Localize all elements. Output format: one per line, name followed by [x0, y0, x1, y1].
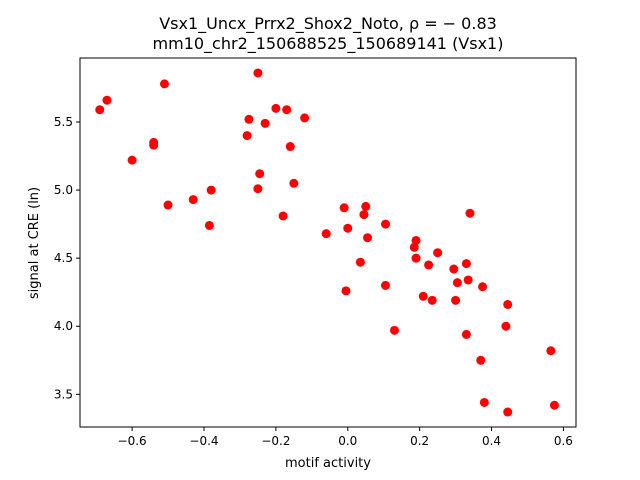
- data-point-15: [260, 118, 270, 128]
- data-point-26: [355, 257, 365, 267]
- data-point-24: [343, 223, 353, 233]
- data-point-46: [461, 329, 471, 339]
- data-point-7: [188, 195, 198, 205]
- data-point-20: [289, 178, 299, 188]
- data-point-10: [242, 131, 252, 141]
- data-point-45: [465, 208, 475, 218]
- chart-title-line2: mm10_chr2_150688525_150689141 (Vsx1): [153, 34, 504, 54]
- data-point-14: [253, 184, 263, 194]
- data-point-51: [501, 321, 511, 331]
- data-point-33: [409, 242, 419, 252]
- x-axis-ticks: −0.6 −0.4 −0.2 0.0 0.2 0.4 0.6: [118, 427, 573, 448]
- data-point-39: [433, 248, 443, 258]
- data-point-50: [503, 299, 513, 309]
- data-points: [95, 68, 559, 417]
- data-point-1: [102, 95, 112, 105]
- data-point-35: [411, 253, 421, 263]
- data-point-34: [411, 235, 421, 245]
- y-tick-label: 3.5: [54, 387, 73, 401]
- data-point-31: [381, 280, 391, 290]
- data-point-48: [478, 282, 488, 292]
- x-tick-label: −0.6: [118, 434, 147, 448]
- data-point-13: [255, 169, 265, 179]
- data-point-32: [389, 325, 399, 335]
- data-point-16: [271, 103, 281, 113]
- data-point-19: [300, 113, 310, 123]
- x-tick-label: 0.6: [554, 434, 573, 448]
- data-point-41: [452, 278, 462, 288]
- data-point-27: [359, 210, 369, 220]
- x-tick-label: 0.2: [410, 434, 429, 448]
- y-axis-label: signal at CRE (ln): [27, 187, 42, 299]
- y-tick-label: 5.0: [54, 183, 73, 197]
- x-tick-label: −0.4: [189, 434, 218, 448]
- data-point-17: [282, 105, 292, 115]
- data-point-0: [95, 105, 105, 115]
- y-tick-label: 4.0: [54, 319, 73, 333]
- data-point-47: [476, 355, 486, 365]
- data-point-23: [339, 203, 349, 213]
- data-point-53: [546, 346, 556, 356]
- data-point-25: [341, 286, 351, 296]
- data-point-30: [381, 219, 391, 229]
- data-point-22: [321, 229, 331, 239]
- x-axis-label: motif activity: [285, 456, 371, 471]
- data-point-54: [549, 400, 559, 410]
- data-point-42: [451, 295, 461, 305]
- data-point-29: [363, 233, 373, 243]
- data-point-37: [424, 260, 434, 270]
- data-point-28: [361, 201, 371, 211]
- data-point-21: [278, 211, 288, 221]
- data-point-11: [244, 114, 254, 124]
- data-point-18: [285, 142, 295, 152]
- data-point-4: [149, 137, 159, 147]
- data-point-8: [206, 185, 216, 195]
- y-tick-label: 5.5: [54, 115, 73, 129]
- data-point-49: [479, 397, 489, 407]
- data-point-9: [204, 220, 214, 230]
- data-point-44: [463, 275, 473, 285]
- data-point-6: [163, 200, 173, 210]
- y-axis-ticks: 3.5 4.0 4.5 5.0 5.5: [54, 115, 80, 401]
- x-tick-label: −0.2: [261, 434, 290, 448]
- chart-title-line1: Vsx1_Uncx_Prrx2_Shox2_Noto, ρ = − 0.83: [159, 14, 497, 34]
- data-point-12: [253, 68, 263, 78]
- y-tick-label: 4.5: [54, 251, 73, 265]
- data-point-40: [449, 264, 459, 274]
- data-point-5: [159, 79, 169, 89]
- data-point-38: [427, 295, 437, 305]
- data-point-52: [503, 407, 513, 417]
- x-tick-label: 0.0: [338, 434, 357, 448]
- data-point-43: [461, 259, 471, 269]
- data-point-2: [127, 155, 137, 165]
- plot-area-frame: [79, 57, 577, 428]
- data-point-36: [418, 291, 428, 301]
- x-tick-label: 0.4: [482, 434, 501, 448]
